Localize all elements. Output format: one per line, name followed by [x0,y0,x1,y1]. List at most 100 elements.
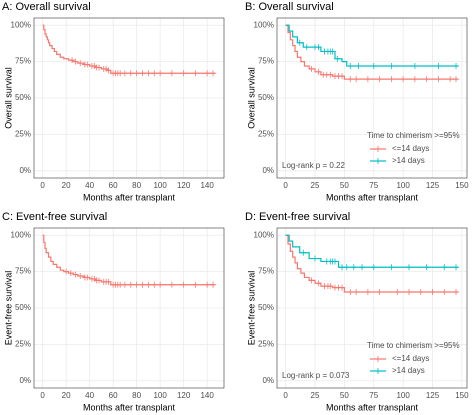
censor-mark [69,57,76,64]
panel-title: D: Event-free survival [245,211,350,223]
y-axis-title: Overall survival [246,67,256,129]
censor-mark [133,70,140,77]
censor-mark [192,281,199,288]
legend-title: Time to chimerism >=95% [367,341,460,350]
censor-mark [180,281,187,288]
x-tick-label: 100 [396,181,410,190]
x-tick-label: 140 [200,391,214,400]
censor-mark [121,70,128,77]
y-tick-label: 25% [258,129,274,138]
censor-mark [105,278,112,285]
censor-mark [441,289,448,295]
censor-mark [411,76,418,83]
legend-key-censor [375,356,381,362]
censor-mark [210,70,217,77]
censor-mark [300,249,307,256]
censor-mark [308,65,315,72]
censor-mark [347,76,354,83]
y-tick-label: 50% [258,93,274,102]
censor-mark [139,281,146,288]
censor-mark [353,289,360,295]
plot-border [276,227,468,389]
censor-mark [168,281,175,288]
censor-mark [84,61,91,68]
y-tick-label: 75% [15,57,31,66]
censor-mark [411,63,418,69]
y-tick-label: 75% [15,267,31,276]
censor-mark [63,268,70,275]
censor-mark [334,55,341,62]
censor-mark [347,289,354,295]
x-tick-label: 25 [311,391,320,400]
x-tick-label: 50 [340,181,349,190]
censor-mark [394,289,401,295]
x-tick-label: 40 [85,391,94,400]
y-axis-title: Event-free survival [3,271,13,346]
censor-mark [67,270,74,277]
censor-mark [127,281,134,288]
legend-key-censor [375,158,381,164]
censor-mark [303,44,310,51]
censor-mark [339,73,346,80]
x-axis-title: Months after transplant [326,402,419,412]
censor-mark [435,76,442,83]
x-tick-label: 120 [177,391,191,400]
y-tick-label: 25% [15,129,31,138]
censor-mark [315,44,322,51]
y-tick-label: 25% [258,339,274,348]
censor-mark [96,277,103,284]
censor-mark [423,76,430,83]
y-axis-title: Event-free survival [246,271,256,346]
annotation: Log-rank p = 0.22 [282,161,345,170]
censor-mark [315,280,322,287]
censor-mark [435,63,442,69]
legend-label: >14 days [392,366,425,375]
censor-mark [429,289,436,295]
censor-mark [204,70,211,77]
censor-mark [331,258,338,265]
legend-key-censor [375,368,381,374]
censor-mark [168,70,175,77]
x-tick-label: 80 [132,391,141,400]
y-tick-label: 75% [258,57,274,66]
censor-mark [127,70,134,77]
x-tick-label: 0 [40,391,45,400]
x-tick-label: 125 [426,391,440,400]
censor-mark [180,70,187,77]
censor-mark [364,289,371,295]
censor-mark [145,281,152,288]
x-tick-label: 25 [311,181,320,190]
censor-mark [312,255,319,262]
censor-mark [139,70,146,77]
censor-mark [453,76,460,83]
plot-border [33,227,225,389]
censor-mark [329,48,336,55]
censor-mark [423,264,430,271]
legend-label: <=14 days [392,354,429,363]
censor-mark [370,264,377,271]
y-tick-label: 100% [254,20,274,29]
censor-mark [355,63,362,69]
y-tick-label: 75% [258,267,274,276]
censor-mark [151,281,158,288]
censor-mark [347,63,354,69]
legend-title: Time to chimerism >=95% [367,131,460,140]
panel-title: C: Event-free survival [2,211,107,223]
x-tick-label: 75 [369,391,378,400]
censor-mark [121,281,128,288]
plot-border [276,17,468,179]
censor-mark [339,284,346,291]
censor-mark [296,39,303,46]
censor-mark [77,60,84,67]
censor-mark [84,274,91,281]
x-tick-label: 0 [283,391,288,400]
censor-mark [350,264,357,271]
x-axis-title: Months after transplant [83,192,176,202]
annotation: Log-rank p = 0.073 [282,371,350,380]
censor-mark [388,63,395,69]
censor-mark [327,283,334,290]
x-tick-label: 0 [283,181,288,190]
censor-mark [72,58,79,65]
censor-mark [96,64,103,71]
